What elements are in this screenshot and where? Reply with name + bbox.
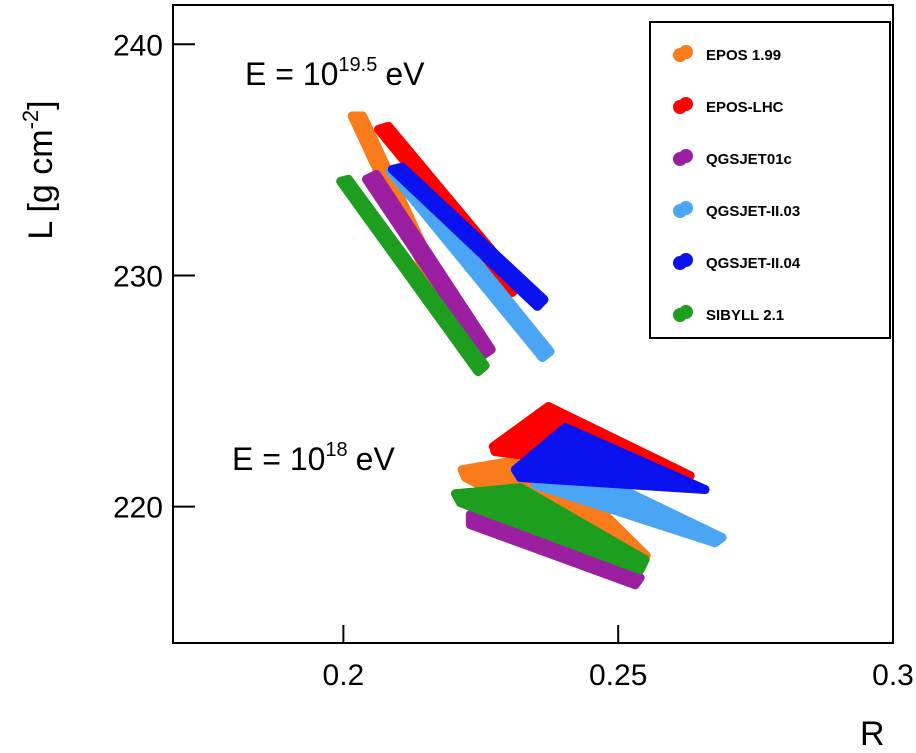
y-axis-label-exponent: -2 (18, 110, 43, 130)
legend-marker (679, 305, 693, 319)
legend-marker (679, 201, 693, 215)
band (361, 169, 496, 360)
legend-marker (679, 253, 693, 267)
x-tick-label: 0.2 (323, 659, 365, 692)
x-tick-label: 0.3 (872, 659, 914, 692)
legend-marker (679, 149, 693, 163)
legend-marker (679, 45, 693, 59)
y-tick-label: 230 (113, 260, 163, 293)
annotation-exponent: 18 (325, 439, 347, 461)
band (510, 423, 710, 495)
annotation: E = 1019.5 eV (245, 54, 425, 92)
legend-marker (679, 97, 693, 111)
x-axis-label: R (860, 715, 885, 753)
band (387, 162, 549, 311)
legend-box (649, 21, 891, 339)
y-axis-label: L [g cm-2] (18, 100, 60, 239)
annotation-text: E = 10 (232, 441, 325, 477)
legend-label: QGSJET-II.03 (706, 203, 800, 220)
plot-frame (172, 4, 894, 644)
legend-label: EPOS-LHC (706, 99, 784, 116)
y-axis-label-text: L [g cm (22, 129, 60, 239)
legend-label: SIBYLL 2.1 (706, 307, 784, 324)
band (451, 483, 650, 575)
annotation: E = 1018 eV (232, 439, 395, 477)
y-tick-label: 220 (113, 492, 163, 525)
annotation-text: E = 10 (245, 56, 338, 92)
y-tick-label: 240 (113, 29, 163, 62)
legend-label: EPOS 1.99 (706, 47, 781, 64)
annotation-unit: eV (385, 56, 425, 92)
y-axis-label-end: ] (22, 100, 60, 109)
x-tick-label: 0.25 (589, 659, 647, 692)
annotation-exponent: 19.5 (338, 54, 377, 76)
legend-label: QGSJET01c (706, 151, 792, 168)
band (336, 174, 490, 377)
annotation-unit: eV (356, 441, 396, 477)
legend-label: QGSJET-II.04 (706, 255, 801, 272)
